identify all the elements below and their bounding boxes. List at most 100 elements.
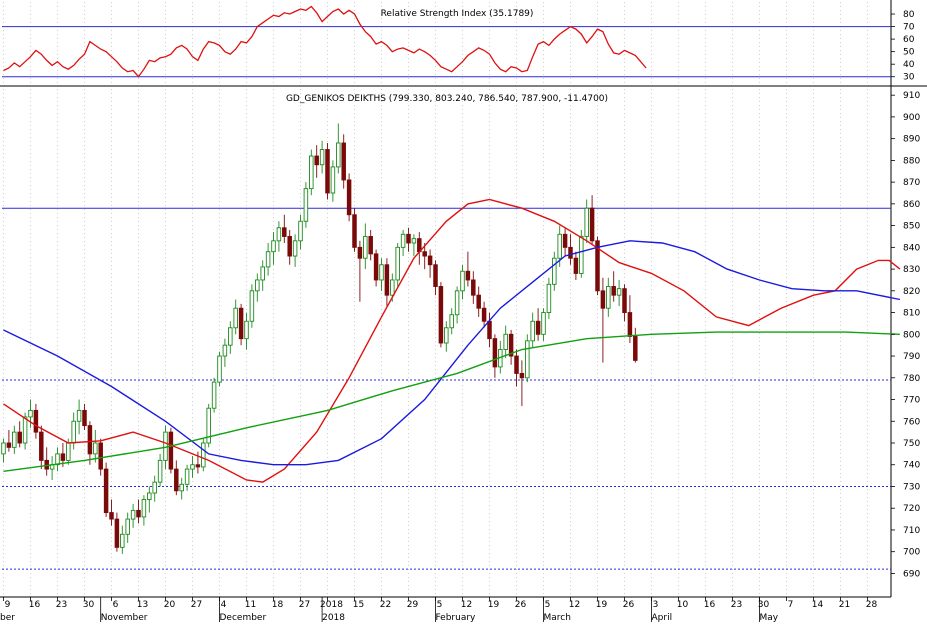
- candle-down: [109, 499, 114, 526]
- candle-body: [346, 179, 352, 216]
- candle-up: [552, 251, 557, 291]
- candle-up: [444, 321, 449, 352]
- candle-down: [568, 234, 573, 265]
- candle-down: [39, 425, 44, 470]
- candle-body: [584, 207, 589, 237]
- candle-up: [584, 199, 589, 243]
- candle-down: [519, 360, 525, 407]
- price-tick-label: 760: [903, 417, 920, 427]
- candle-down: [168, 427, 174, 474]
- candle-body: [71, 420, 76, 444]
- candle-down: [136, 499, 141, 524]
- price-tick-label: 720: [903, 504, 920, 514]
- candle-body: [120, 533, 125, 548]
- candle-body: [109, 512, 114, 520]
- candle-body: [260, 266, 265, 281]
- candle-down: [406, 227, 411, 252]
- candle-up: [460, 264, 465, 300]
- candle-down: [87, 421, 93, 465]
- x-tick-label: 7: [788, 600, 794, 610]
- rsi-tick-label: 30: [903, 73, 915, 83]
- candle-body: [309, 155, 314, 190]
- candle-up: [71, 412, 76, 450]
- x-tick-label: 2018: [320, 600, 343, 610]
- x-tick-label: 29: [407, 600, 419, 610]
- price-panel: [1, 123, 901, 570]
- candle-down: [481, 301, 487, 328]
- candle-up: [206, 403, 211, 448]
- candle-up: [120, 525, 125, 554]
- x-tick-label: 19: [488, 600, 500, 610]
- candle-body: [33, 409, 39, 433]
- x-tick-label: 27: [191, 600, 202, 610]
- candle-up: [12, 425, 17, 454]
- candle-up: [546, 277, 552, 320]
- price-tick-label: 840: [903, 243, 920, 253]
- candle-down: [627, 295, 633, 343]
- candle-body: [76, 409, 82, 422]
- x-tick-label: 10: [677, 600, 689, 610]
- x-tick-label: 5: [545, 600, 551, 610]
- candle-body: [579, 236, 584, 274]
- candle-body: [179, 483, 184, 492]
- candle-up: [616, 279, 622, 307]
- x-tick-label: 6: [113, 600, 119, 610]
- candle-down: [438, 282, 444, 348]
- price-tick-label: 690: [903, 569, 920, 579]
- candle-body: [552, 257, 557, 285]
- candle-body: [238, 307, 244, 340]
- candle-up: [233, 299, 238, 335]
- x-tick-label: 30: [83, 600, 95, 610]
- candle-down: [417, 232, 422, 265]
- candle-body: [66, 442, 71, 461]
- candle-body: [130, 509, 136, 520]
- candle-body: [303, 188, 309, 222]
- rsi-line: [3, 5, 647, 78]
- candle-down: [238, 303, 244, 346]
- candle-body: [627, 312, 633, 337]
- x-tick-label: 5: [437, 600, 443, 610]
- x-tick-label: 16: [29, 600, 41, 610]
- price-tick-label: 730: [903, 482, 920, 492]
- candle-body: [411, 238, 417, 244]
- candle-body: [541, 312, 546, 335]
- candle-body: [282, 227, 287, 237]
- candle-up: [276, 221, 282, 252]
- candle-body: [530, 320, 535, 342]
- candle-body: [481, 307, 487, 322]
- candle-down: [573, 251, 579, 280]
- candle-body: [525, 340, 530, 379]
- x-tick-label: 4: [221, 600, 227, 610]
- candle-body: [438, 286, 444, 344]
- candle-body: [573, 257, 579, 274]
- price-tick-label: 830: [903, 265, 920, 275]
- candle-body: [98, 442, 103, 470]
- x-tick-label: 15: [353, 600, 364, 610]
- candle-body: [390, 279, 395, 296]
- candle-body: [427, 255, 433, 266]
- chart-frame: [0, 0, 927, 598]
- candle-body: [103, 468, 109, 514]
- x-tick-label: 11: [245, 600, 256, 610]
- rsi-tick-label: 70: [903, 23, 915, 33]
- moving-average-1: [3, 198, 901, 483]
- candle-body: [368, 236, 373, 255]
- candle-down: [82, 403, 87, 430]
- x-month-label: April: [652, 613, 673, 623]
- candle-body: [487, 320, 492, 340]
- candle-up: [255, 273, 260, 302]
- candle-up: [222, 338, 228, 367]
- candle-down: [17, 421, 22, 448]
- candle-up: [379, 258, 384, 291]
- candle-up: [319, 140, 325, 174]
- candle-body: [157, 459, 163, 483]
- candle-up: [244, 312, 249, 350]
- candle-up: [411, 234, 417, 257]
- candle-body: [190, 464, 195, 470]
- candle-body: [336, 142, 341, 168]
- x-month-label: May: [760, 613, 779, 623]
- candle-body: [460, 270, 465, 292]
- x-month-label: March: [544, 613, 571, 623]
- candle-body: [152, 481, 157, 494]
- candle-up: [190, 456, 195, 478]
